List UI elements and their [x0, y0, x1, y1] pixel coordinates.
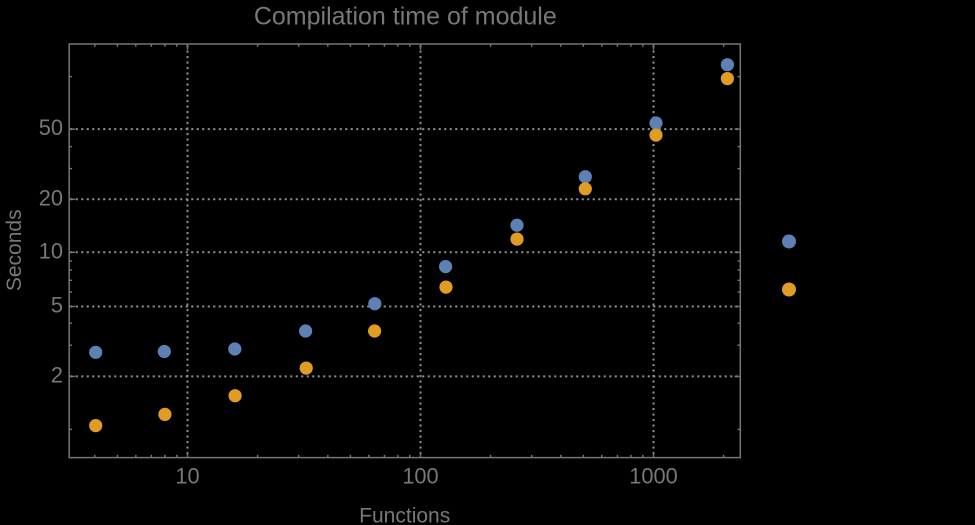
svg-text:5: 5 [51, 293, 63, 318]
svg-text:50: 50 [39, 115, 63, 140]
svg-text:10: 10 [175, 464, 199, 489]
svg-text:20: 20 [39, 185, 63, 210]
svg-text:1000: 1000 [629, 464, 678, 489]
svg-text:Seconds: Seconds [3, 209, 26, 291]
svg-text:10: 10 [39, 238, 63, 263]
svg-text:Compilation time of module: Compilation time of module [254, 3, 557, 31]
svg-text:2: 2 [51, 362, 63, 387]
svg-text:Functions: Functions [359, 505, 450, 525]
svg-text:100: 100 [402, 464, 438, 489]
